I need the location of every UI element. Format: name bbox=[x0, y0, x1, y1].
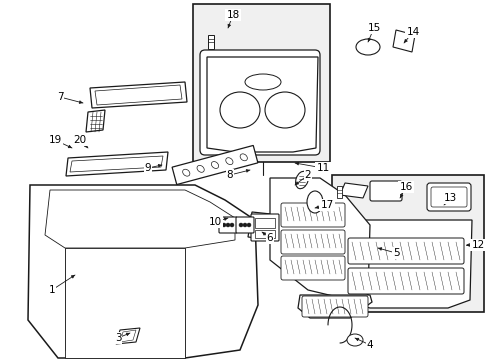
Ellipse shape bbox=[346, 334, 362, 346]
Polygon shape bbox=[120, 330, 136, 342]
Bar bbox=[193, 4, 329, 162]
FancyBboxPatch shape bbox=[281, 256, 345, 280]
Bar bbox=[331, 175, 483, 312]
FancyBboxPatch shape bbox=[200, 50, 319, 155]
FancyBboxPatch shape bbox=[430, 187, 466, 207]
FancyBboxPatch shape bbox=[219, 217, 237, 233]
FancyBboxPatch shape bbox=[347, 268, 463, 294]
Text: 9: 9 bbox=[144, 163, 151, 173]
Bar bbox=[254, 230, 274, 238]
Ellipse shape bbox=[211, 162, 218, 168]
Polygon shape bbox=[297, 295, 371, 318]
FancyBboxPatch shape bbox=[369, 181, 401, 201]
Ellipse shape bbox=[183, 169, 189, 176]
Polygon shape bbox=[339, 220, 471, 308]
Text: 4: 4 bbox=[366, 340, 372, 350]
Text: 16: 16 bbox=[399, 182, 412, 192]
Ellipse shape bbox=[225, 223, 229, 227]
Ellipse shape bbox=[225, 158, 232, 165]
Polygon shape bbox=[172, 145, 257, 185]
Text: 6: 6 bbox=[266, 233, 273, 243]
Polygon shape bbox=[95, 85, 182, 105]
Text: 17: 17 bbox=[320, 200, 333, 210]
Ellipse shape bbox=[222, 223, 225, 227]
Ellipse shape bbox=[295, 171, 308, 189]
Text: 7: 7 bbox=[57, 92, 63, 102]
Polygon shape bbox=[339, 183, 367, 198]
Ellipse shape bbox=[306, 191, 323, 213]
Text: 18: 18 bbox=[226, 10, 239, 20]
Ellipse shape bbox=[244, 74, 281, 90]
Polygon shape bbox=[206, 57, 317, 152]
Ellipse shape bbox=[240, 154, 247, 161]
Polygon shape bbox=[86, 110, 105, 132]
Ellipse shape bbox=[246, 223, 250, 227]
Polygon shape bbox=[90, 82, 186, 108]
Ellipse shape bbox=[239, 223, 243, 227]
Polygon shape bbox=[116, 328, 140, 344]
Ellipse shape bbox=[229, 223, 234, 227]
Text: 14: 14 bbox=[406, 27, 419, 37]
Text: 19: 19 bbox=[48, 135, 61, 145]
FancyBboxPatch shape bbox=[281, 230, 345, 254]
Polygon shape bbox=[269, 178, 369, 300]
FancyBboxPatch shape bbox=[236, 217, 253, 233]
Text: 13: 13 bbox=[443, 193, 456, 203]
Text: 8: 8 bbox=[226, 170, 233, 180]
FancyBboxPatch shape bbox=[426, 183, 470, 211]
Polygon shape bbox=[28, 185, 258, 358]
Text: 11: 11 bbox=[316, 163, 329, 173]
Ellipse shape bbox=[197, 165, 204, 172]
Ellipse shape bbox=[355, 39, 379, 55]
Text: 15: 15 bbox=[366, 23, 380, 33]
Text: 3: 3 bbox=[115, 333, 121, 343]
FancyBboxPatch shape bbox=[347, 238, 463, 264]
Polygon shape bbox=[45, 190, 235, 248]
Ellipse shape bbox=[264, 92, 305, 128]
Bar bbox=[207, 35, 214, 49]
FancyBboxPatch shape bbox=[281, 203, 345, 227]
Text: 12: 12 bbox=[470, 240, 484, 250]
Text: 1: 1 bbox=[49, 285, 55, 295]
Text: 20: 20 bbox=[73, 135, 86, 145]
Text: 10: 10 bbox=[208, 217, 221, 227]
Polygon shape bbox=[392, 30, 414, 52]
Polygon shape bbox=[247, 212, 280, 240]
FancyBboxPatch shape bbox=[250, 214, 279, 241]
Bar bbox=[336, 186, 341, 198]
Text: 5: 5 bbox=[392, 248, 399, 258]
Polygon shape bbox=[65, 248, 184, 358]
Polygon shape bbox=[66, 152, 168, 176]
Text: 2: 2 bbox=[304, 170, 311, 180]
FancyBboxPatch shape bbox=[302, 296, 367, 317]
Ellipse shape bbox=[220, 92, 260, 128]
Ellipse shape bbox=[243, 223, 246, 227]
Bar bbox=[254, 218, 274, 228]
Polygon shape bbox=[70, 156, 163, 172]
